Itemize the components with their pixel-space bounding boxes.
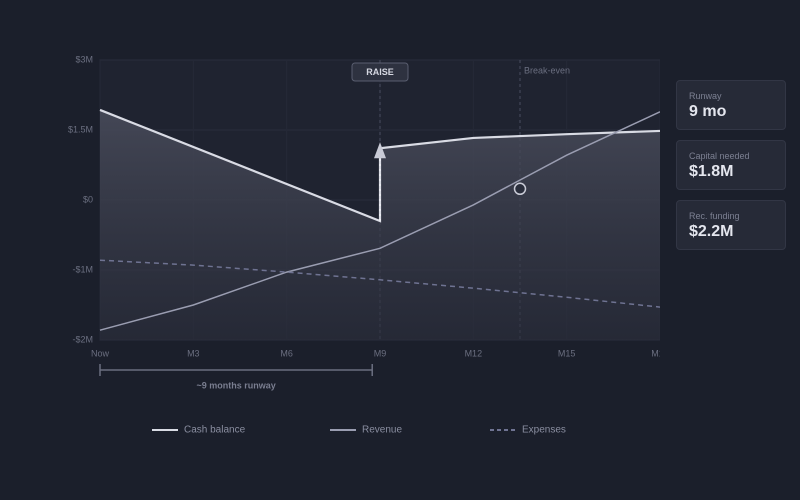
card-label: Runway <box>689 91 722 101</box>
raise-badge <box>351 62 409 82</box>
arrow-head <box>374 142 386 159</box>
card-value: $1.8M <box>689 163 734 180</box>
legend-label: Cash balance <box>184 425 246 436</box>
break-even-label: Break-even <box>524 65 570 75</box>
y-tick-label: $0 <box>83 194 93 204</box>
x-tick-label: Now <box>91 348 110 358</box>
legend-label: Revenue <box>362 425 402 436</box>
x-tick-label: M6 <box>280 348 293 358</box>
x-tick-label: M9 <box>374 348 387 358</box>
legend-label: Expenses <box>522 425 566 436</box>
line <box>99 259 660 308</box>
card-value: 9 mo <box>689 103 727 120</box>
x-tick-label: M3 <box>187 348 200 358</box>
card-label: Capital needed <box>689 151 750 161</box>
card: Capital needed $1.8M <box>676 140 786 190</box>
x-tick-label: M15 <box>558 348 576 358</box>
line <box>99 111 660 331</box>
chart: -$2M -$1M $0 $1.5M $3M Now M3 M6 M9 M12 M15 M18 RAIS… <box>68 54 660 436</box>
y-tick-label: $1.5M <box>68 124 93 134</box>
area <box>100 109 660 340</box>
card-value: $2.2M <box>689 223 734 240</box>
x-tick-label: M18 <box>651 348 660 358</box>
break-even-point <box>513 182 527 196</box>
card: Rec. funding $2.2M <box>676 200 786 250</box>
y-tick-label: -$1M <box>72 264 93 274</box>
runway-label: ~9 months runway <box>196 380 275 390</box>
card: Runway 9 mo <box>676 80 786 130</box>
y-tick-label: $3M <box>75 54 93 64</box>
runway-bracket <box>99 364 373 376</box>
raise-label: RAISE <box>366 67 394 77</box>
line <box>99 108 660 223</box>
card-label: Rec. funding <box>689 211 740 221</box>
x-tick-label: M12 <box>465 348 483 358</box>
y-tick-label: -$2M <box>72 334 93 344</box>
